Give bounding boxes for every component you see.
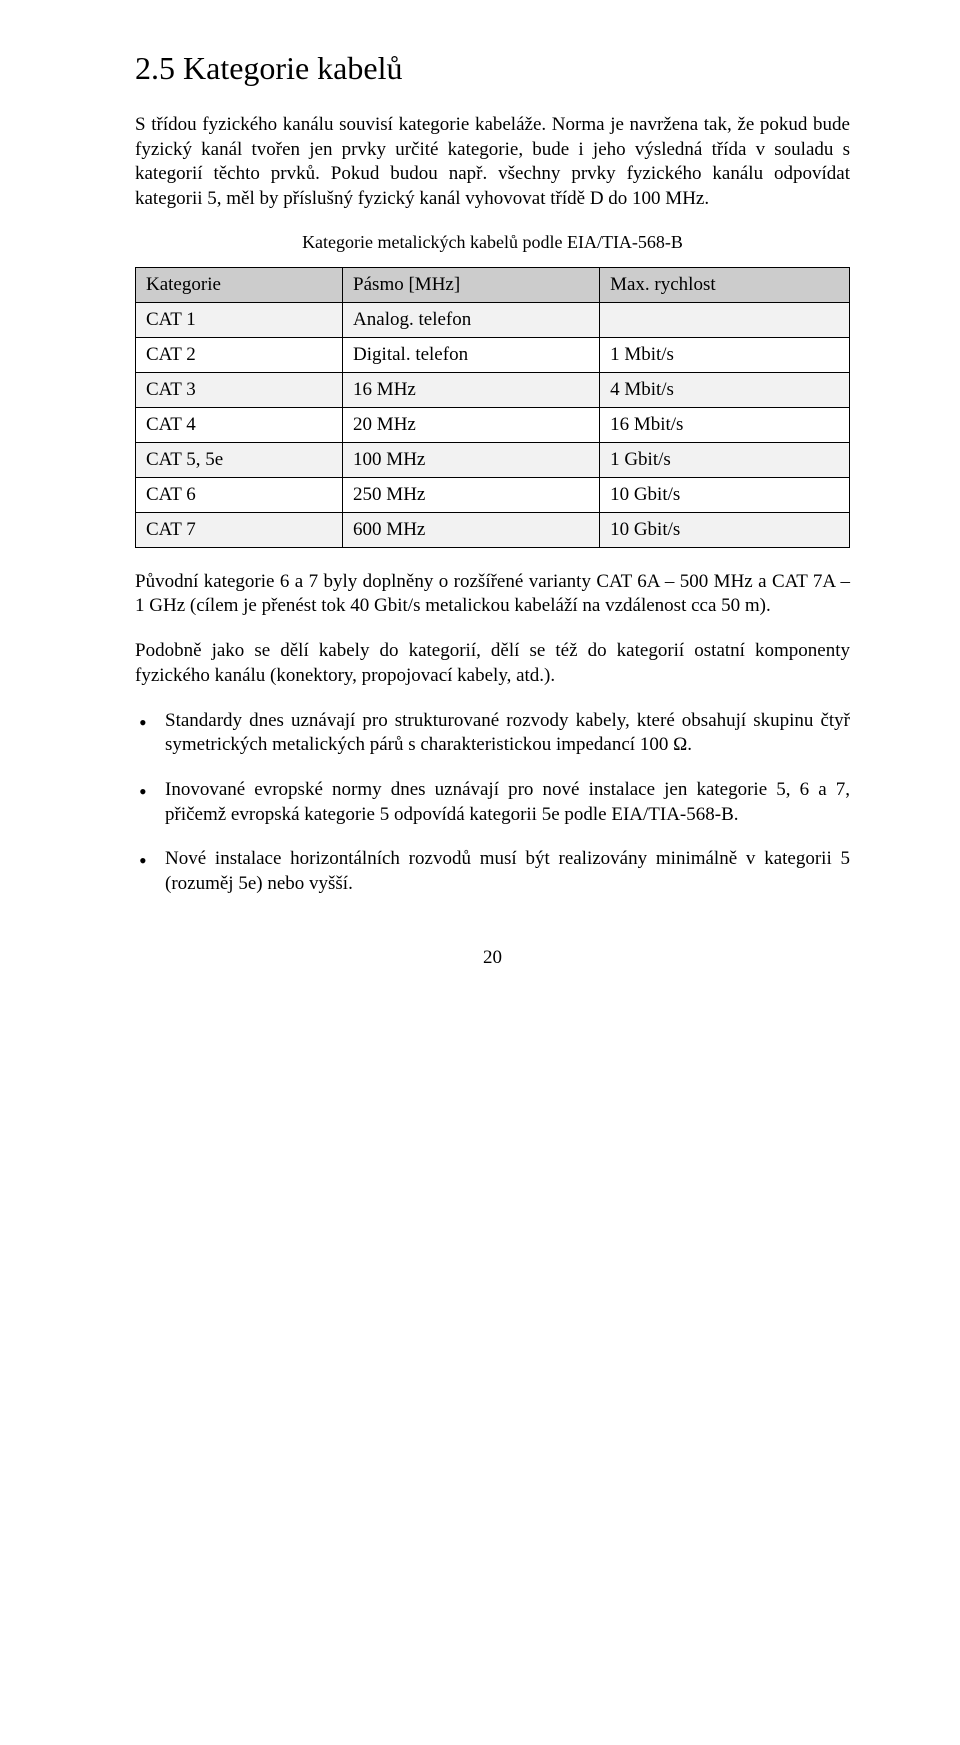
table-cell: CAT 7 [136,512,343,547]
table-cell: CAT 1 [136,302,343,337]
table-cell: 10 Gbit/s [600,512,850,547]
table-cell: 16 MHz [343,372,600,407]
section-heading: 2.5 Kategorie kabelů [135,50,850,87]
table-header-band: Pásmo [MHz] [343,267,600,302]
table-row: CAT 2 Digital. telefon 1 Mbit/s [136,337,850,372]
table-header-speed: Max. rychlost [600,267,850,302]
table-header-category: Kategorie [136,267,343,302]
table-row: CAT 5, 5e 100 MHz 1 Gbit/s [136,442,850,477]
table-row: CAT 3 16 MHz 4 Mbit/s [136,372,850,407]
table-cell: 20 MHz [343,407,600,442]
table-cell: 250 MHz [343,477,600,512]
table-row: CAT 4 20 MHz 16 Mbit/s [136,407,850,442]
bullet-list: Standardy dnes uznávají pro strukturovan… [135,709,850,897]
table-cell [600,302,850,337]
table-cell: CAT 6 [136,477,343,512]
table-cell: CAT 2 [136,337,343,372]
table-caption: Kategorie metalických kabelů podle EIA/T… [135,232,850,253]
table-cell: CAT 3 [136,372,343,407]
table-cell: 16 Mbit/s [600,407,850,442]
paragraph-intro: S třídou fyzického kanálu souvisí katego… [135,113,850,212]
table-cell: Analog. telefon [343,302,600,337]
list-item: Nové instalace horizontálních rozvodů mu… [135,847,850,896]
list-item: Inovované evropské normy dnes uznávají p… [135,778,850,827]
table-cell: 100 MHz [343,442,600,477]
table-row: CAT 1 Analog. telefon [136,302,850,337]
paragraph-other-components: Podobně jako se dělí kabely do kategorií… [135,639,850,688]
cable-category-table: Kategorie Pásmo [MHz] Max. rychlost CAT … [135,267,850,548]
table-cell: 600 MHz [343,512,600,547]
table-cell: CAT 4 [136,407,343,442]
paragraph-extended-categories: Původní kategorie 6 a 7 byly doplněny o … [135,570,850,619]
list-item: Standardy dnes uznávají pro strukturovan… [135,709,850,758]
table-header-row: Kategorie Pásmo [MHz] Max. rychlost [136,267,850,302]
table-cell: CAT 5, 5e [136,442,343,477]
table-row: CAT 7 600 MHz 10 Gbit/s [136,512,850,547]
page-number: 20 [135,947,850,969]
table-cell: 4 Mbit/s [600,372,850,407]
table-row: CAT 6 250 MHz 10 Gbit/s [136,477,850,512]
table-cell: 1 Mbit/s [600,337,850,372]
table-cell: 10 Gbit/s [600,477,850,512]
table-cell: Digital. telefon [343,337,600,372]
table-cell: 1 Gbit/s [600,442,850,477]
